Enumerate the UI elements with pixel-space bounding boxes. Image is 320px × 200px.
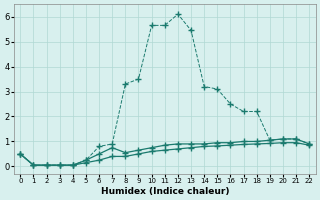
X-axis label: Humidex (Indice chaleur): Humidex (Indice chaleur): [100, 187, 229, 196]
